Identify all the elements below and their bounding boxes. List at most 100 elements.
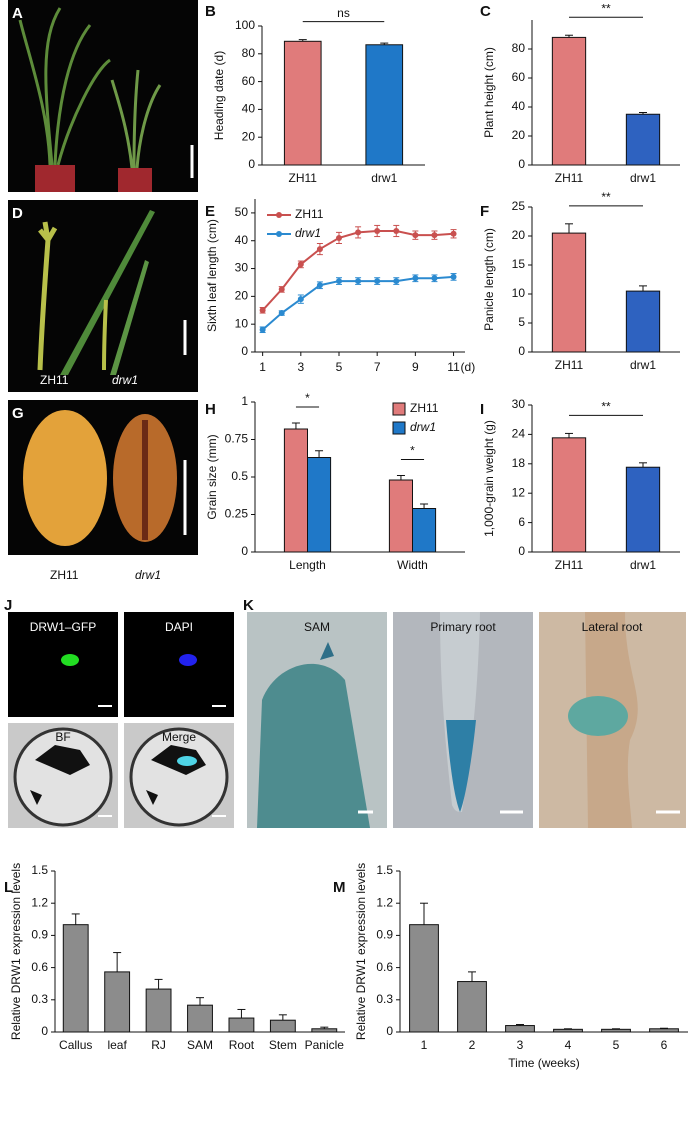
- panel-label: M: [333, 879, 346, 896]
- bar: [649, 1028, 679, 1033]
- caption: DRW1–GFP: [30, 620, 96, 634]
- x-tick-label: ZH11: [555, 171, 584, 185]
- panel-label: C: [480, 3, 491, 20]
- marker: [336, 278, 342, 285]
- bar: [551, 232, 587, 353]
- x-tick-label: 2: [469, 1038, 476, 1052]
- caption: DAPI: [165, 620, 193, 634]
- bar: [625, 466, 661, 553]
- y-axis-label: Sixth leaf length (cm): [205, 219, 219, 332]
- legend-label: ZH11: [295, 207, 324, 221]
- bar: [551, 36, 587, 166]
- y-tick-label: 30: [235, 261, 249, 275]
- significance-label: **: [601, 400, 611, 414]
- y-tick-label: 0.6: [376, 960, 393, 974]
- y-tick-label: 10: [512, 286, 526, 300]
- y-tick-label: 20: [242, 129, 256, 143]
- x-tick-label: 3: [297, 360, 304, 374]
- panel-label: G: [12, 405, 24, 422]
- panel-label: A: [12, 5, 23, 22]
- y-tick-label: 0: [518, 544, 525, 558]
- x-tick-label: 6: [661, 1038, 668, 1052]
- y-tick-label: 10: [235, 316, 249, 330]
- panel-label: B: [205, 3, 216, 20]
- x-tick-label: Callus: [59, 1038, 92, 1052]
- y-tick-label: 40: [512, 99, 526, 113]
- photo-j: J DRW1–GFP DAPI BF Merge: [4, 597, 234, 828]
- marker: [259, 307, 266, 314]
- marker: [393, 227, 400, 234]
- y-tick-label: 40: [242, 102, 256, 116]
- bar: [187, 1004, 213, 1033]
- marker: [393, 278, 400, 285]
- marker: [278, 310, 285, 317]
- significance-label: **: [601, 190, 611, 204]
- panel-label: H: [205, 401, 216, 418]
- bar: [269, 1019, 296, 1033]
- legend-label: drw1: [295, 226, 321, 240]
- y-tick-label: 0.9: [376, 928, 393, 942]
- y-tick-label: 60: [512, 70, 526, 84]
- y-tick-label: 0.3: [376, 992, 393, 1006]
- x-tick-label: leaf: [107, 1038, 127, 1052]
- y-axis-label: Panicle length (cm): [482, 228, 496, 331]
- photo-a: A: [8, 0, 198, 192]
- bar: [283, 40, 322, 166]
- y-tick-label: 0.9: [31, 928, 48, 942]
- y-tick-label: 1.2: [376, 895, 393, 909]
- x-tick-label: ZH11: [555, 558, 584, 572]
- legend-label: ZH11: [410, 401, 439, 415]
- bar: [412, 508, 437, 553]
- photo-k: K SAM Primary root Lateral root: [243, 597, 686, 828]
- legend-swatch: [392, 421, 406, 435]
- bar: [625, 113, 661, 166]
- caption: Primary root: [430, 620, 496, 634]
- y-tick-label: 0: [386, 1024, 393, 1038]
- x-tick-label: Length: [289, 558, 326, 572]
- bar: [553, 1028, 583, 1033]
- significance-label: **: [601, 1, 611, 15]
- x-tick-label: Stem: [269, 1038, 297, 1052]
- y-tick-label: 60: [242, 74, 256, 88]
- y-tick-label: 100: [235, 18, 255, 32]
- significance-label: *: [305, 391, 310, 405]
- x-tick-label: 5: [613, 1038, 620, 1052]
- panel-label: K: [243, 597, 254, 614]
- y-tick-label: 24: [512, 427, 526, 441]
- y-tick-label: 6: [518, 515, 525, 529]
- legend-swatch: [392, 402, 406, 416]
- x-axis-label: Time (weeks): [508, 1056, 580, 1070]
- y-tick-label: 1.5: [31, 863, 48, 877]
- marker: [259, 326, 266, 333]
- marker: [374, 227, 381, 234]
- x-tick-label: Root: [229, 1038, 255, 1052]
- photo-d: D ZH11 drw1: [8, 200, 198, 392]
- panel-label: E: [205, 203, 215, 220]
- caption: drw1: [135, 568, 161, 582]
- y-tick-label: 25: [512, 199, 526, 213]
- y-tick-label: 0: [41, 1024, 48, 1038]
- panel-label: L: [4, 879, 13, 896]
- bar: [388, 479, 413, 553]
- marker: [450, 273, 457, 280]
- y-tick-label: 20: [512, 128, 526, 142]
- y-tick-label: 80: [512, 41, 526, 55]
- y-tick-label: 0: [241, 544, 248, 558]
- x-tick-label: 11: [447, 360, 460, 374]
- y-tick-label: 1.2: [31, 895, 48, 909]
- x-tick-label: drw1: [371, 171, 397, 185]
- bar: [409, 924, 439, 1033]
- y-tick-label: 1.5: [376, 863, 393, 877]
- y-tick-label: 30: [512, 397, 526, 411]
- marker: [431, 232, 438, 239]
- bar: [457, 981, 487, 1033]
- x-tick-label: Panicle: [305, 1038, 345, 1052]
- bar: [601, 1028, 631, 1033]
- y-tick-label: 20: [235, 289, 249, 303]
- y-tick-label: 20: [512, 228, 526, 242]
- x-tick-label: drw1: [630, 171, 656, 185]
- x-tick-label: 4: [565, 1038, 572, 1052]
- bar: [365, 44, 404, 166]
- x-axis-label: (d): [461, 360, 476, 374]
- x-tick-label: 1: [421, 1038, 428, 1052]
